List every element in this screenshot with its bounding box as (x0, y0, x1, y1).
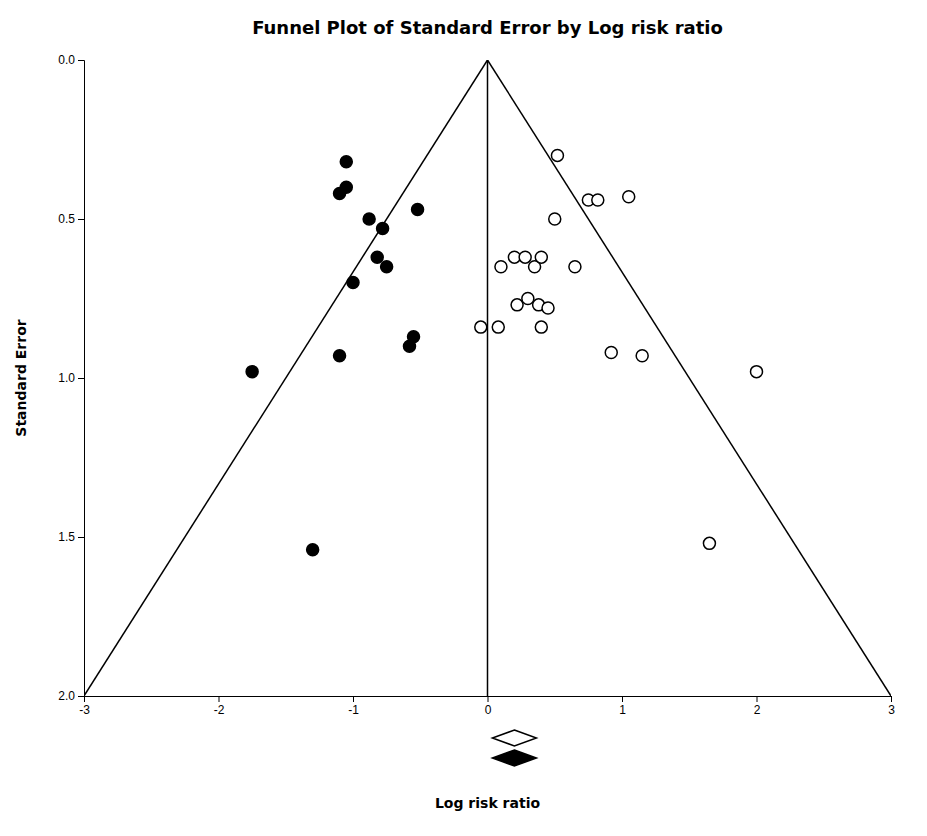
x-tick-mark (353, 696, 354, 702)
x-tick: -2 (214, 696, 225, 717)
x-tick-label: -2 (214, 703, 225, 717)
x-tick: 2 (754, 696, 761, 717)
filled-point (340, 156, 352, 168)
x-axis: -3 -2 -1 0 1 2 3 (79, 696, 895, 717)
x-tick-mark (488, 696, 489, 702)
open-point (569, 261, 581, 273)
y-tick-mark (78, 537, 84, 538)
y-tick: 2.0 (58, 689, 84, 703)
y-tick-mark (78, 60, 84, 61)
y-tick-label: 1.0 (58, 371, 75, 385)
y-axis-line (78, 61, 85, 697)
x-tick: 3 (888, 696, 895, 717)
x-tick-mark (891, 696, 892, 702)
open-point (703, 537, 715, 549)
filled-point (377, 223, 389, 235)
x-tick: -3 (79, 696, 90, 717)
filled-point (403, 340, 415, 352)
x-axis-line (85, 697, 892, 703)
filled-point (246, 366, 258, 378)
x-tick: 0 (485, 696, 492, 717)
y-tick-label: 0.5 (58, 212, 75, 226)
open-point (551, 149, 563, 161)
open-point (522, 293, 534, 305)
open-point (511, 299, 523, 311)
x-tick-mark (757, 696, 758, 702)
x-tick-mark (622, 696, 623, 702)
y-tick: 0.5 (58, 212, 84, 226)
series-filled (246, 156, 423, 556)
filled-point (347, 277, 359, 289)
x-tick: -1 (348, 696, 359, 717)
y-axis: 0.0 0.5 1.0 1.5 2.0 (58, 53, 84, 703)
plot: -3 -2 -1 0 1 2 3 0.0 0.5 1.0 1.5 2.0 (58, 53, 895, 766)
reference-line (487, 60, 489, 696)
filled-point (412, 203, 424, 215)
y-tick-label: 1.5 (58, 530, 75, 544)
y-tick: 1.0 (58, 371, 84, 385)
x-tick-label: 1 (619, 703, 626, 717)
open-point (519, 251, 531, 263)
summary-diamonds (492, 730, 536, 766)
y-tick-label: 2.0 (58, 689, 75, 703)
chart: -3 -2 -1 0 1 2 3 0.0 0.5 1.0 1.5 2.0 Funnel Plot of … (0, 0, 927, 836)
marks (84, 60, 891, 696)
x-tick-label: 0 (485, 703, 492, 717)
y-tick-mark (78, 219, 84, 220)
open-diamond (492, 730, 536, 746)
x-tick: 1 (619, 696, 626, 717)
x-tick-label: 2 (754, 703, 761, 717)
open-point (751, 366, 763, 378)
filled-point (371, 251, 383, 263)
y-tick: 1.5 (58, 530, 84, 544)
open-point (592, 194, 604, 206)
open-point (549, 213, 561, 225)
filled-point (334, 350, 346, 362)
reference-line (84, 60, 488, 696)
filled-point (307, 544, 319, 556)
filled-diamond (492, 750, 536, 766)
x-tick-mark (219, 696, 220, 702)
open-point (535, 251, 547, 263)
title: Funnel Plot of Standard Error by Log ris… (252, 17, 723, 38)
y-tick-mark (78, 696, 84, 697)
open-point (636, 350, 648, 362)
reference-line (488, 60, 892, 696)
filled-point (363, 213, 375, 225)
open-point (535, 321, 547, 333)
filled-point (334, 188, 346, 200)
x-tick-label: -1 (348, 703, 359, 717)
y-tick-label: 0.0 (58, 53, 75, 67)
x-tick-label: -3 (79, 703, 90, 717)
y-axis-title: Standard Error (13, 319, 29, 436)
y-tick: 0.0 (58, 53, 84, 67)
open-point (542, 302, 554, 314)
open-point (605, 347, 617, 359)
x-tick-label: 3 (888, 703, 895, 717)
x-axis-title: Log risk ratio (435, 795, 540, 811)
y-tick-mark (78, 378, 84, 379)
open-point (495, 261, 507, 273)
open-point (492, 321, 504, 333)
series-open (475, 149, 763, 549)
open-point (475, 321, 487, 333)
open-point (623, 191, 635, 203)
filled-point (381, 261, 393, 273)
